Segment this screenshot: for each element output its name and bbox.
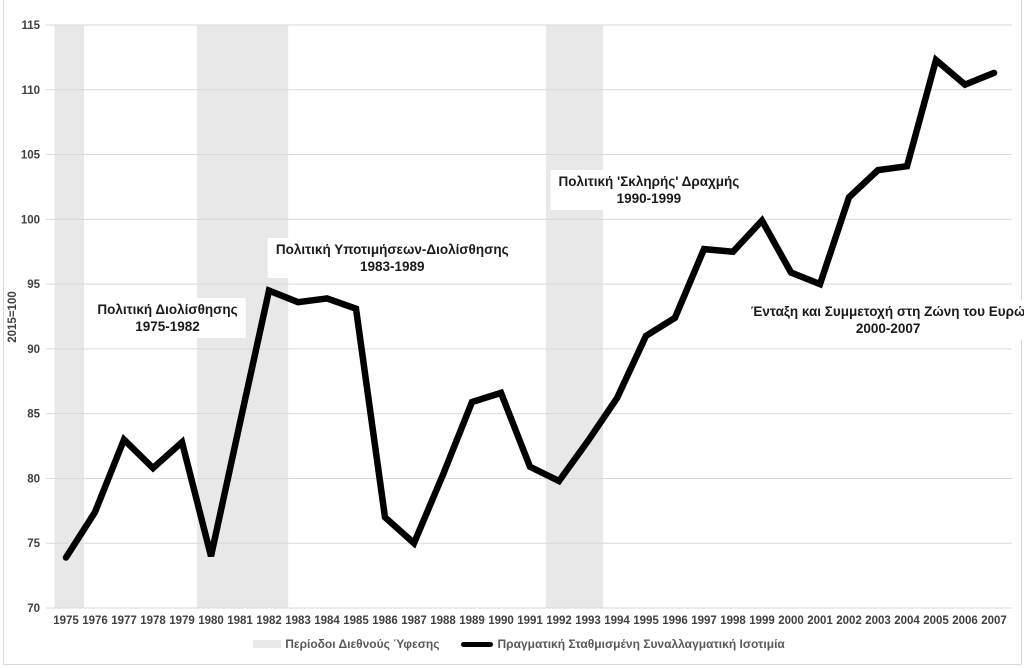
x-tick-label: 2002 [836, 615, 862, 627]
x-tick-label: 1995 [633, 615, 659, 627]
x-tick-label: 1998 [720, 615, 746, 627]
x-tick-label: 1984 [314, 615, 340, 627]
x-tick-label: 1993 [575, 615, 601, 627]
x-tick-label: 1975 [53, 615, 79, 627]
legend-item-series: Πραγματική Σταθμισμένη Συναλλαγματική Ισ… [461, 637, 785, 651]
annotation-period: 1983-1989 [359, 259, 425, 275]
x-tick-label: 2007 [981, 615, 1007, 627]
x-tick-label: 1983 [285, 615, 311, 627]
y-axis-tick-labels: 70 75 80 85 90 95 100 105 110 115 [21, 20, 41, 615]
annotation-title: Πολιτική 'Σκληρής' Δραχμής [558, 173, 740, 189]
recession-band [545, 25, 604, 608]
series-line-swatch [461, 641, 494, 647]
annotation: Πολιτική Διολίσθησης 1975-1982 [89, 297, 246, 338]
annotation: Ένταξη και Συμμετοχή στη Ζώνη του Ευρώ 20… [742, 300, 1024, 341]
legend-item-recession: Περίοδοι Διεθνούς Ύφεσης [253, 637, 439, 651]
x-tick-label: 1996 [662, 615, 688, 627]
x-tick-label: 2006 [952, 615, 978, 627]
x-tick-label: 2000 [778, 615, 804, 627]
annotation-title: Πολιτική Υποτιμήσεων-Διολίσθησης [275, 242, 509, 258]
annotation-period: 2000-2007 [855, 321, 921, 337]
y-tick-label: 80 [27, 473, 40, 485]
y-tick-label: 90 [27, 344, 40, 356]
x-tick-label: 1981 [227, 615, 253, 627]
recession-band-swatch [253, 640, 282, 648]
x-tick-label: 1994 [604, 615, 630, 627]
x-tick-label: 1976 [82, 615, 108, 627]
annotation-period: 1975-1982 [135, 318, 200, 334]
y-tick-label: 70 [27, 603, 40, 615]
x-tick-label: 1985 [343, 615, 369, 627]
x-axis-tick-labels: 1975 1976 1977 1978 1979 1980 1981 1982 1983 1984… [53, 615, 1007, 627]
x-tick-label: 1987 [401, 615, 427, 627]
y-tick-label: 110 [21, 85, 40, 97]
x-tick-label: 1991 [517, 615, 543, 627]
annotation: Πολιτική Υποτιμήσεων-Διολίσθησης 1983-198… [267, 238, 517, 279]
x-tick-label: 1977 [111, 615, 137, 627]
x-tick-label: 1990 [488, 615, 514, 627]
x-tick-label: 1999 [749, 615, 775, 627]
y-tick-label: 100 [21, 214, 40, 226]
x-tick-label: 1978 [140, 615, 166, 627]
annotation: Πολιτική 'Σκληρής' Δραχμής 1990-1999 [550, 169, 748, 210]
series-line-group [62, 54, 998, 561]
annotation-title: Ένταξη και Συμμετοχή στη Ζώνη του Ευρώ [750, 304, 1024, 320]
x-tick-label: 2001 [807, 615, 833, 627]
x-tick-label: 1980 [198, 615, 224, 627]
y-tick-label: 95 [27, 279, 40, 291]
annotation-title: Πολιτική Διολίσθησης [97, 301, 238, 317]
x-tick-label: 1992 [546, 615, 572, 627]
series-line [62, 54, 998, 561]
x-tick-label: 2004 [894, 615, 920, 627]
legend-label: Πραγματική Σταθμισμένη Συναλλαγματική Ισ… [497, 637, 785, 651]
y-tick-label: 115 [21, 20, 40, 32]
y-tick-label: 105 [21, 150, 41, 162]
y-tick-label: 85 [27, 409, 40, 421]
x-tick-label: 1986 [372, 615, 398, 627]
x-tick-label: 2005 [923, 615, 949, 627]
annotation-period: 1990-1999 [616, 190, 682, 206]
x-tick-label: 2003 [865, 615, 891, 627]
x-tick-label: 1982 [256, 615, 282, 627]
x-tick-label: 1997 [691, 615, 717, 627]
y-axis-title: 2015=100 [7, 291, 19, 343]
y-tick-label: 75 [27, 538, 40, 550]
legend-label: Περίοδοι Διεθνούς Ύφεσης [285, 637, 440, 651]
x-tick-label: 1988 [430, 615, 456, 627]
legend: Περίοδοι Διεθνούς Ύφεσης Πραγματική Σταθ… [0, 637, 1024, 651]
x-tick-label: 1979 [169, 615, 195, 627]
recession-band [54, 25, 84, 608]
x-tick-label: 1989 [459, 615, 485, 627]
